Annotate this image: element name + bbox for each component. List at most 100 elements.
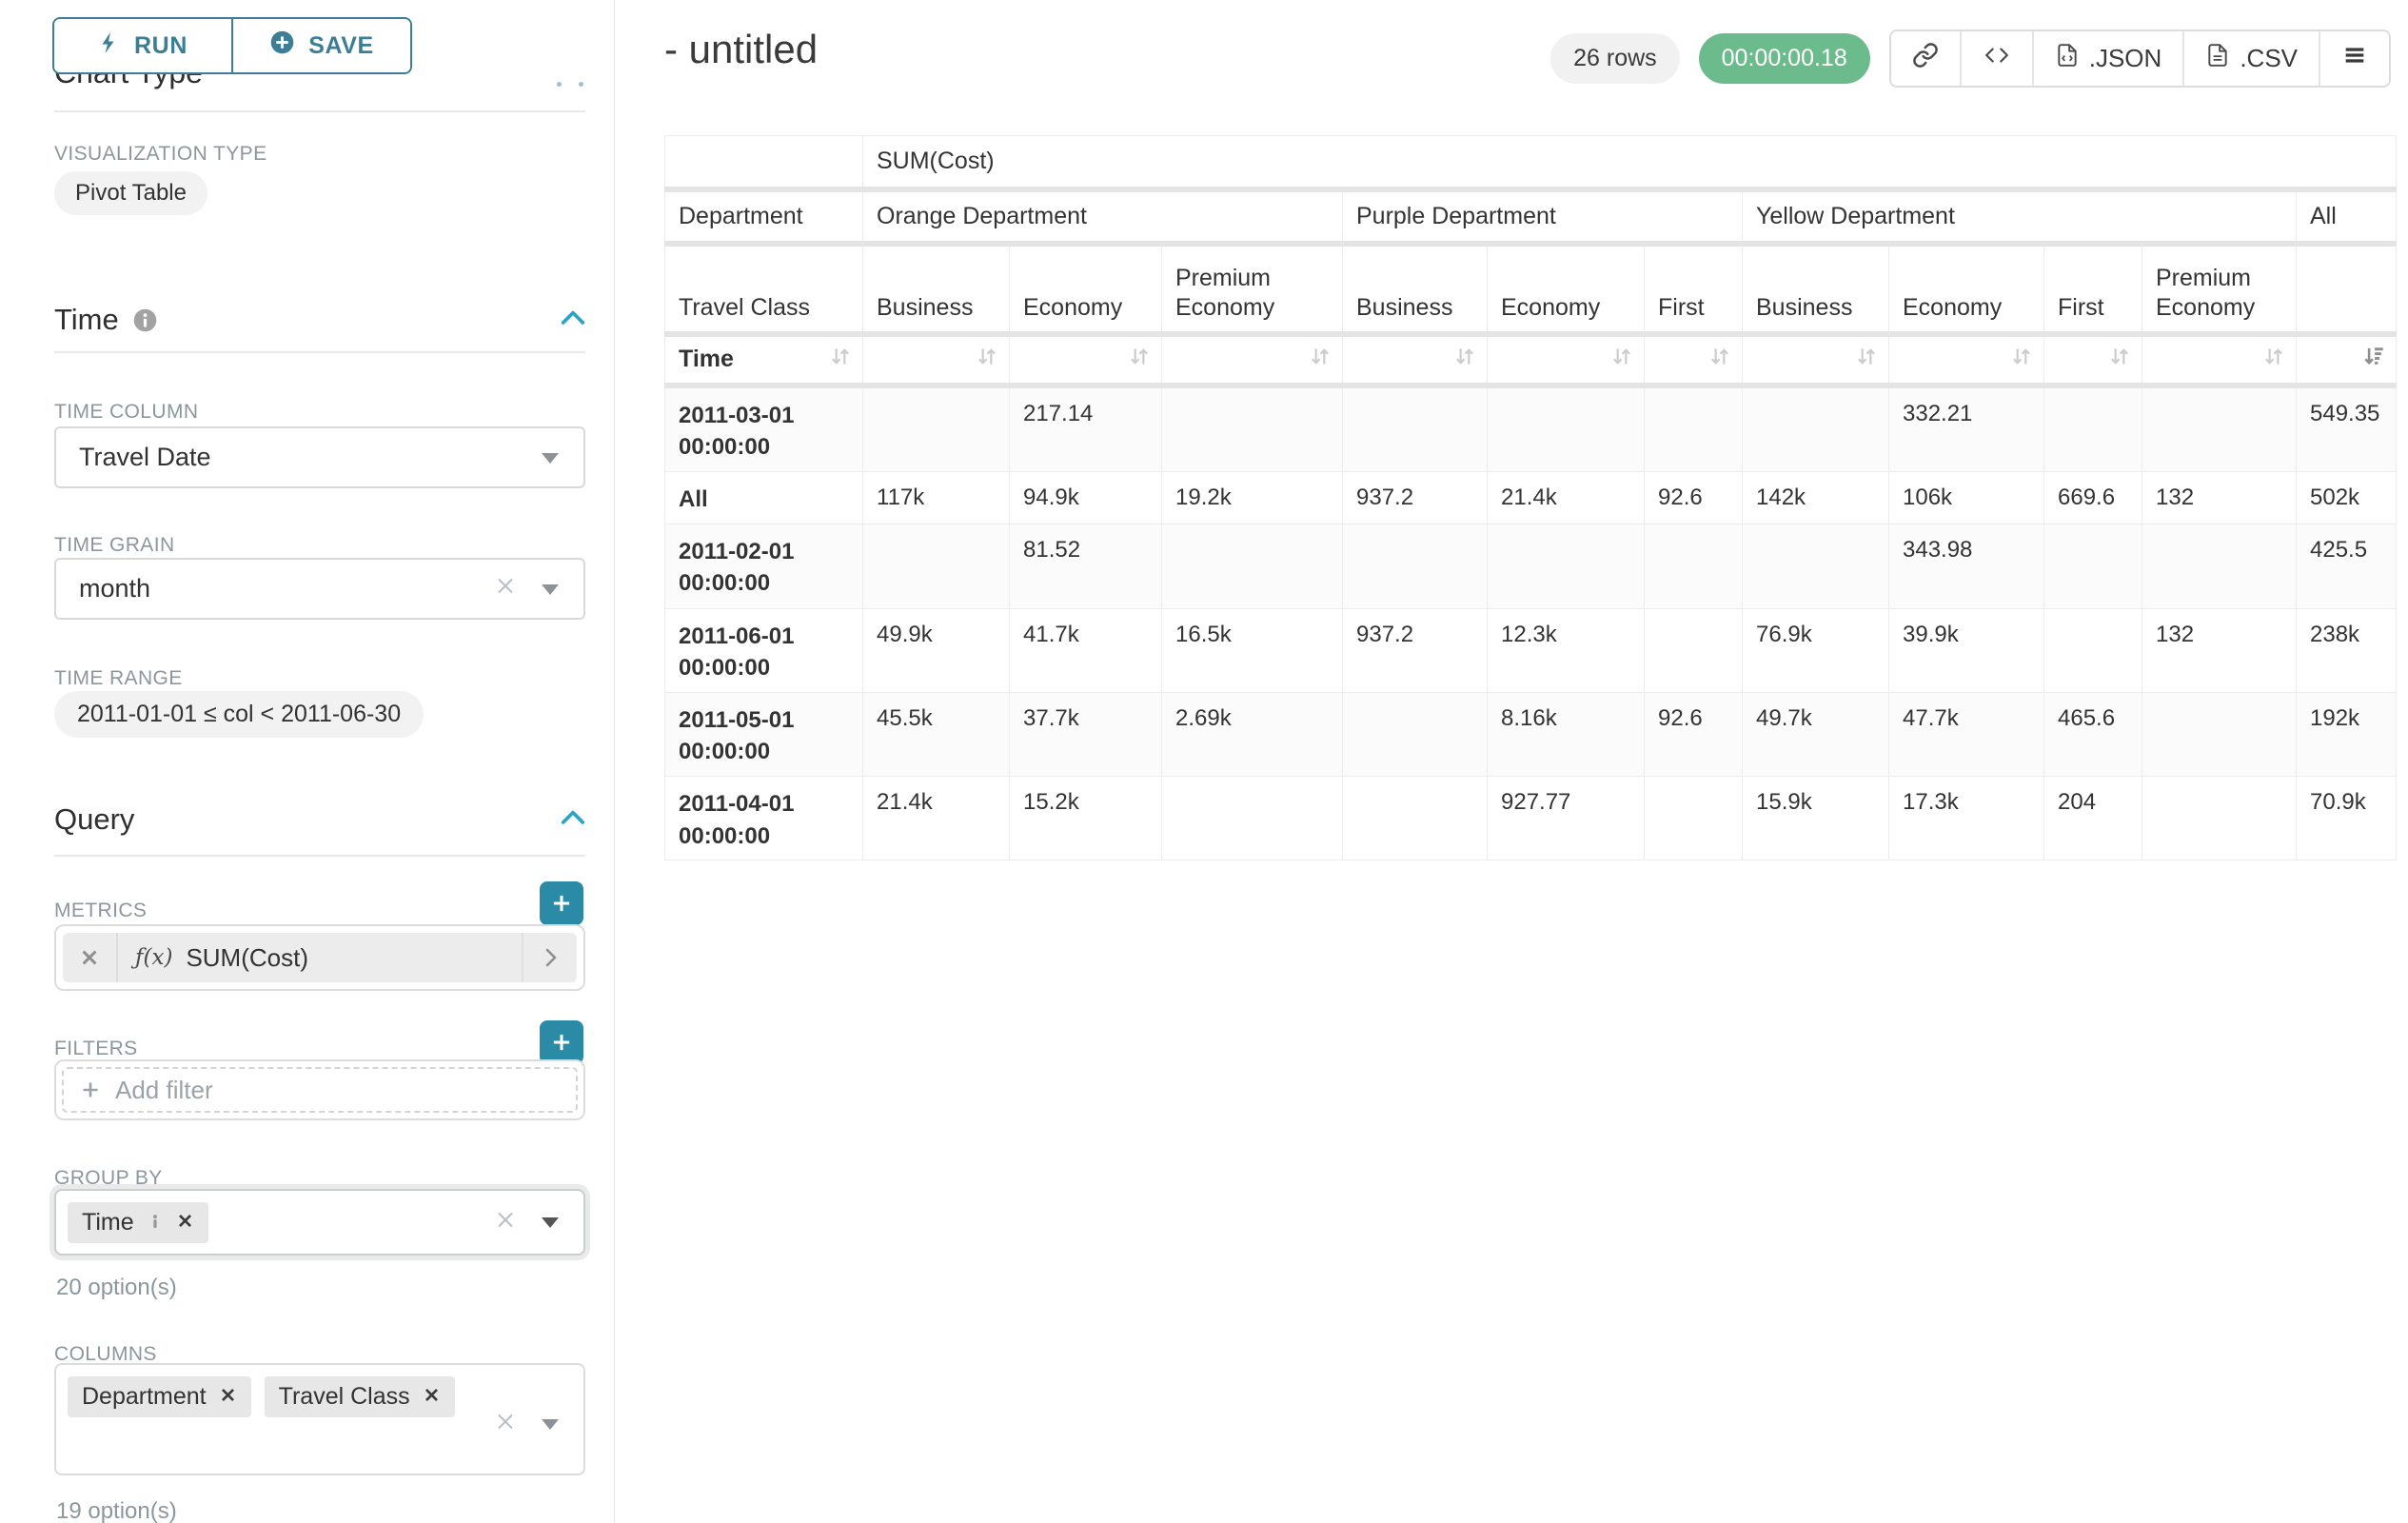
pivot-data-row: 2011-04-01 00:00:00 21.4k 15.2k 927.77 15.9k… <box>664 776 2397 861</box>
remove-metric-icon[interactable] <box>63 933 118 982</box>
save-button[interactable]: SAVE <box>231 19 410 72</box>
metric-pill[interactable]: ƒ(x) SUM(Cost) <box>63 933 577 982</box>
pivot-cell: 37.7k <box>1009 692 1162 778</box>
pivot-column-header: Premium Economy <box>1161 243 1343 337</box>
add-filter-dropzone[interactable]: Add filter <box>62 1067 578 1113</box>
run-button[interactable]: RUN <box>54 19 231 72</box>
sort-icon[interactable] <box>1127 344 1152 375</box>
sort-icon[interactable] <box>2261 344 2286 375</box>
pivot-row-label: 2011-02-01 00:00:00 <box>664 524 863 609</box>
pivot-sort-header[interactable] <box>2043 333 2142 388</box>
section-divider <box>54 855 585 857</box>
collapse-chevron-up-icon[interactable] <box>561 809 585 830</box>
pivot-row-label: All <box>664 471 863 524</box>
chevron-down-icon[interactable] <box>542 1217 559 1228</box>
columns-select[interactable]: Department Travel Class <box>54 1363 585 1475</box>
group-by-select[interactable]: Time <box>54 1189 585 1256</box>
pivot-cell: 106k <box>1888 471 2044 524</box>
pivot-cell: 117k <box>862 471 1010 524</box>
clear-icon[interactable] <box>494 1411 517 1438</box>
time-range-value[interactable]: 2011-01-01 ≤ col < 2011-06-30 <box>54 691 424 738</box>
visualization-type-value[interactable]: Pivot Table <box>54 171 207 215</box>
menu-button[interactable] <box>2320 31 2389 86</box>
pivot-cell <box>2043 608 2142 693</box>
add-filter-plus-button[interactable] <box>540 1020 583 1064</box>
sort-icon[interactable] <box>2009 344 2034 375</box>
pivot-cell: 81.52 <box>1009 524 1162 609</box>
pivot-cell: 8.16k <box>1487 692 1645 778</box>
row-count-badge: 26 rows <box>1550 33 1680 84</box>
pivot-cell: 332.21 <box>1888 385 2044 472</box>
chart-title[interactable]: - untitled <box>664 27 819 71</box>
clear-icon[interactable] <box>494 1209 517 1236</box>
chevron-down-icon[interactable] <box>542 1419 559 1430</box>
sort-icon[interactable] <box>828 344 853 375</box>
chevron-right-icon[interactable] <box>522 933 577 982</box>
sort-icon[interactable] <box>1452 344 1477 375</box>
sort-icon[interactable] <box>1854 344 1879 375</box>
pivot-sort-header[interactable] <box>2142 333 2297 388</box>
columns-tag-travel-class[interactable]: Travel Class <box>264 1376 455 1417</box>
time-grain-select[interactable]: month <box>54 558 585 620</box>
pivot-sort-header[interactable] <box>1009 333 1162 388</box>
chevron-down-icon[interactable] <box>542 452 559 464</box>
pivot-travel-class-dimension: Travel Class <box>664 243 863 337</box>
sort-desc-icon[interactable] <box>2361 344 2386 375</box>
sort-icon[interactable] <box>1308 344 1332 375</box>
pivot-metric-row: SUM(Cost) <box>664 135 2397 192</box>
pivot-sort-header[interactable] <box>2296 333 2397 388</box>
query-section-title: Query <box>54 802 135 836</box>
columns-tag-department[interactable]: Department <box>68 1376 251 1417</box>
chevron-down-icon[interactable] <box>542 583 559 595</box>
pivot-cell <box>1342 776 1488 861</box>
pivot-sort-header[interactable] <box>1888 333 2044 388</box>
pivot-cell: 94.9k <box>1009 471 1162 524</box>
filters-label: FILTERS <box>54 1038 138 1059</box>
sort-icon[interactable] <box>1707 344 1732 375</box>
sort-icon[interactable] <box>975 344 999 375</box>
pivot-cell: 217.14 <box>1009 385 1162 472</box>
export-csv-button[interactable]: .CSV <box>2184 31 2320 86</box>
pivot-cell: 17.3k <box>1888 776 2044 861</box>
sort-icon[interactable] <box>2107 344 2132 375</box>
pivot-cell <box>2142 776 2297 861</box>
pivot-time-sort-header[interactable]: Time <box>664 333 863 388</box>
query-duration-badge: 00:00:00.18 <box>1698 33 1870 84</box>
pivot-column-header <box>2296 243 2397 337</box>
add-metric-button[interactable] <box>540 881 583 925</box>
view-query-button[interactable] <box>1961 31 2034 86</box>
pivot-sort-header[interactable] <box>1342 333 1488 388</box>
metric-body[interactable]: ƒ(x) SUM(Cost) <box>118 933 522 982</box>
info-icon[interactable] <box>132 307 158 333</box>
section-divider <box>54 351 585 353</box>
pivot-data-row: 2011-03-01 00:00:00 217.14 332.21 549.35 <box>664 385 2397 472</box>
pivot-sort-header[interactable] <box>862 333 1010 388</box>
remove-tag-icon[interactable] <box>219 1383 237 1411</box>
remove-tag-icon[interactable] <box>176 1209 194 1236</box>
pivot-cell: 238k <box>2296 608 2397 693</box>
remove-tag-icon[interactable] <box>423 1383 441 1411</box>
pivot-cell: 92.6 <box>1644 471 1743 524</box>
export-json-button[interactable]: .JSON <box>2033 31 2185 86</box>
time-column-select[interactable]: Travel Date <box>54 426 585 488</box>
sort-icon[interactable] <box>1609 344 1634 375</box>
copy-link-button[interactable] <box>1890 31 1962 86</box>
info-icon[interactable] <box>147 1209 164 1236</box>
pivot-sort-header[interactable] <box>1742 333 1889 388</box>
pivot-cell <box>862 524 1010 609</box>
pivot-sort-header[interactable] <box>1644 333 1743 388</box>
metrics-control: ƒ(x) SUM(Cost) <box>54 924 585 991</box>
collapse-chevron-up-icon[interactable] <box>561 309 585 330</box>
group-by-tag-time[interactable]: Time <box>68 1201 208 1243</box>
pivot-sort-header[interactable] <box>1161 333 1343 388</box>
pivot-cell <box>2142 524 2297 609</box>
pivot-data-row: 2011-02-01 00:00:00 81.52 343.98 425.5 <box>664 524 2397 609</box>
clear-icon[interactable] <box>494 574 517 603</box>
pivot-cell <box>1487 524 1645 609</box>
pivot-cell: 192k <box>2296 692 2397 778</box>
group-by-label: GROUP BY <box>54 1167 163 1189</box>
pivot-cell <box>1644 608 1743 693</box>
pivot-cell: 49.7k <box>1742 692 1889 778</box>
clipped-dot-icon <box>579 82 583 87</box>
pivot-sort-header[interactable] <box>1487 333 1645 388</box>
